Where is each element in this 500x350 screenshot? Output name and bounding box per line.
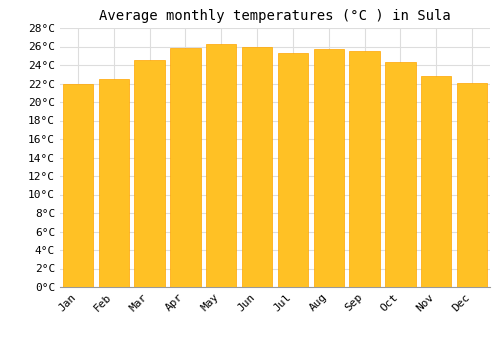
Bar bbox=[457, 83, 488, 287]
Bar bbox=[350, 51, 380, 287]
Bar bbox=[134, 60, 165, 287]
Bar bbox=[278, 53, 308, 287]
Title: Average monthly temperatures (°C ) in Sula: Average monthly temperatures (°C ) in Su… bbox=[99, 9, 451, 23]
Bar bbox=[242, 47, 272, 287]
Bar bbox=[206, 44, 236, 287]
Bar bbox=[98, 79, 129, 287]
Bar bbox=[170, 48, 200, 287]
Bar bbox=[421, 76, 452, 287]
Bar bbox=[62, 84, 93, 287]
Bar bbox=[385, 62, 416, 287]
Bar bbox=[314, 49, 344, 287]
